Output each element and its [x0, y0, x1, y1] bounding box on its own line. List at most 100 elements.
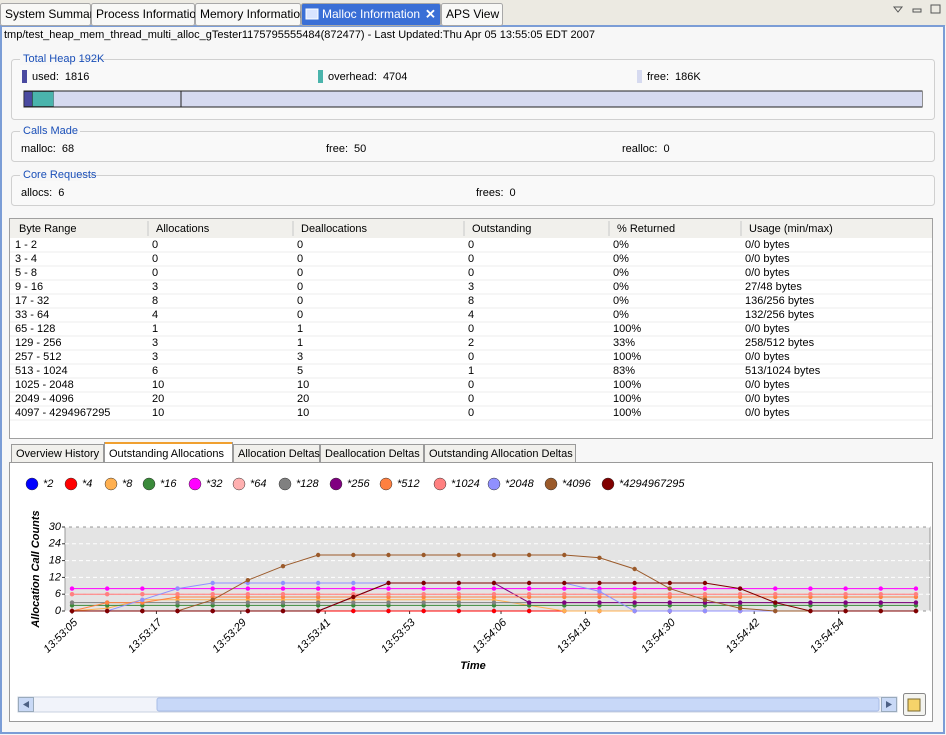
- table-cell: 2: [468, 337, 474, 349]
- data-point: [70, 592, 74, 596]
- data-point: [562, 553, 566, 557]
- legend-label: *512: [397, 478, 420, 490]
- data-point: [457, 586, 461, 590]
- data-point: [562, 586, 566, 590]
- calls-item: free:50: [326, 143, 366, 155]
- table-cell: 4097 - 4294967295: [15, 407, 110, 419]
- data-point: [562, 581, 566, 585]
- data-point: [773, 592, 777, 596]
- data-point: [210, 586, 214, 590]
- y-tick-label: 30: [49, 521, 62, 533]
- data-point: [421, 600, 425, 604]
- table-cell: 0/0 bytes: [745, 407, 790, 419]
- data-point: [281, 586, 285, 590]
- table-cell: 20: [297, 393, 309, 405]
- table-cell: 257 - 512: [15, 351, 61, 363]
- legend-marker: [65, 478, 77, 490]
- table-cell: 10: [152, 379, 164, 391]
- core-item-label: frees:: [476, 187, 504, 199]
- table-cell: 0: [468, 351, 474, 363]
- view-tab-label[interactable]: Overview History: [16, 448, 100, 460]
- heap-item-label: free:: [647, 71, 669, 83]
- table-cell: 0: [152, 267, 158, 279]
- data-point: [246, 600, 250, 604]
- data-point: [386, 609, 390, 613]
- heap-legend-swatch: [318, 70, 323, 83]
- legend-label: *2: [43, 478, 53, 490]
- data-point: [738, 600, 742, 604]
- calls-item-label: malloc:: [21, 143, 56, 155]
- data-point: [914, 609, 918, 613]
- legend-label: *2048: [505, 478, 535, 490]
- data-point: [914, 600, 918, 604]
- data-point: [105, 592, 109, 596]
- tab-label[interactable]: System Summary: [5, 7, 100, 21]
- tab-icon: [306, 9, 318, 19]
- tab-label[interactable]: Malloc Information: [322, 7, 420, 21]
- data-point: [246, 609, 250, 613]
- data-point: [597, 600, 601, 604]
- tab-label[interactable]: Process Information: [96, 7, 203, 21]
- data-point: [105, 609, 109, 613]
- data-point: [527, 581, 531, 585]
- calls-made-title: Calls Made: [23, 125, 78, 137]
- column-header[interactable]: Outstanding: [472, 223, 531, 235]
- table-cell: 100%: [613, 351, 641, 363]
- legend-label: *4096: [562, 478, 592, 490]
- table-cell: 33 - 64: [15, 309, 49, 321]
- tab-label[interactable]: APS View: [446, 7, 499, 21]
- table-cell: 9 - 16: [15, 281, 43, 293]
- view-tab-label[interactable]: Allocation Deltas: [238, 448, 320, 460]
- table-cell: 0: [468, 267, 474, 279]
- data-point: [632, 592, 636, 596]
- view-tab-label[interactable]: Outstanding Allocations: [109, 448, 224, 460]
- data-point: [421, 586, 425, 590]
- data-point: [808, 592, 812, 596]
- legend-marker: [143, 478, 155, 490]
- heap-bar-segment: [24, 92, 32, 107]
- calls-item: malloc:68: [21, 143, 74, 155]
- table-cell: 1: [468, 365, 474, 377]
- column-header[interactable]: Deallocations: [301, 223, 368, 235]
- table-cell: 0: [297, 309, 303, 321]
- column-header[interactable]: Byte Range: [19, 223, 76, 235]
- data-point: [140, 609, 144, 613]
- heap-item-value: 186K: [675, 71, 701, 83]
- legend-marker: [545, 478, 557, 490]
- data-point: [632, 600, 636, 604]
- table-cell: 0: [297, 281, 303, 293]
- table-cell: 1025 - 2048: [15, 379, 74, 391]
- view-tab-label[interactable]: Deallocation Deltas: [325, 448, 420, 460]
- table-cell: 0: [468, 253, 474, 265]
- heap-item: overhead:4704: [328, 71, 407, 83]
- table-cell: 65 - 128: [15, 323, 55, 335]
- tab-close[interactable]: ✕: [425, 6, 436, 21]
- data-point: [597, 609, 601, 613]
- y-tick-label: 6: [55, 588, 62, 600]
- table-cell: 100%: [613, 323, 641, 335]
- data-point: [527, 592, 531, 596]
- data-point: [668, 592, 672, 596]
- table-cell: 0: [468, 379, 474, 391]
- data-point: [140, 586, 144, 590]
- data-point: [879, 609, 883, 613]
- data-point: [70, 600, 74, 604]
- column-header[interactable]: % Returned: [617, 223, 675, 235]
- table-cell: 10: [297, 379, 309, 391]
- column-header[interactable]: Usage (min/max): [749, 223, 833, 235]
- legend-label: *8: [122, 478, 133, 490]
- scroll-thumb[interactable]: [157, 698, 879, 711]
- core-item-value: 0: [510, 187, 516, 199]
- data-point: [316, 600, 320, 604]
- core-item-value: 6: [58, 187, 64, 199]
- view-tab-label[interactable]: Outstanding Allocation Deltas: [429, 448, 573, 460]
- column-header[interactable]: Allocations: [156, 223, 210, 235]
- data-point: [351, 586, 355, 590]
- data-point: [421, 609, 425, 613]
- data-point: [351, 553, 355, 557]
- data-point: [316, 553, 320, 557]
- data-point: [808, 609, 812, 613]
- tab-label[interactable]: Memory Information: [200, 7, 307, 21]
- data-point: [457, 592, 461, 596]
- calls-item-label: free:: [326, 143, 348, 155]
